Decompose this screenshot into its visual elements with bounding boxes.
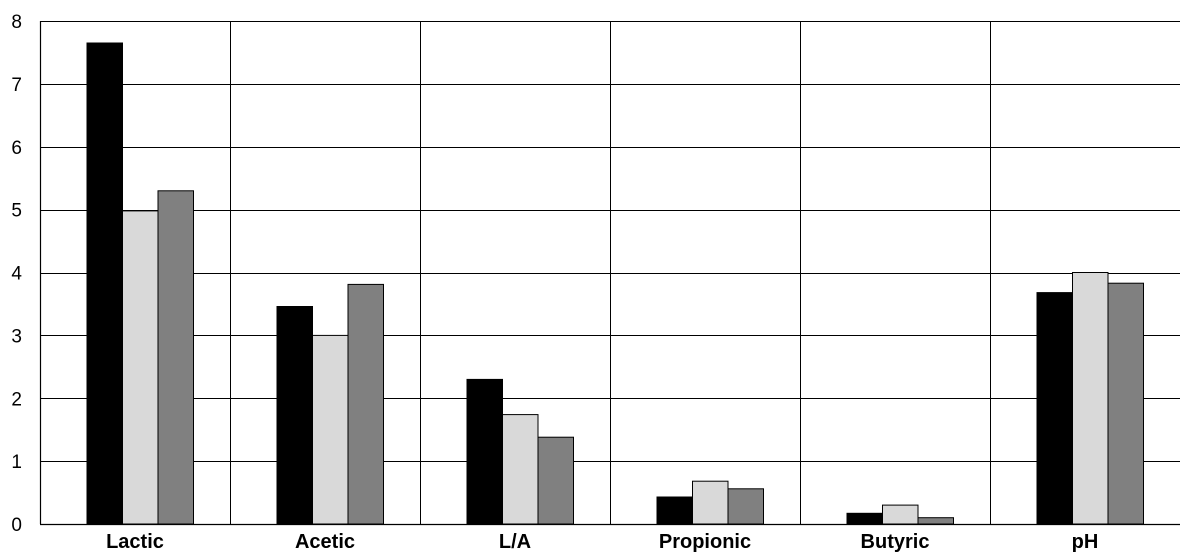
y-tick-label: 2 (11, 389, 22, 410)
x-category-label: L/A (499, 531, 531, 552)
x-category-label: Lactic (106, 531, 164, 552)
x-category-label: Butyric (861, 531, 930, 552)
y-tick-label: 1 (11, 452, 22, 473)
bar (312, 334, 349, 525)
y-tick-label: 6 (11, 138, 22, 159)
y-tick-label: 0 (11, 515, 22, 536)
bar (1107, 282, 1144, 525)
bar (917, 517, 954, 525)
bar (846, 512, 883, 525)
y-tick-label: 3 (11, 326, 22, 347)
bar (537, 436, 574, 525)
bar (502, 414, 539, 525)
bar (122, 210, 159, 525)
bar (656, 496, 693, 525)
bar (157, 190, 194, 525)
bar (86, 42, 123, 525)
bars (86, 42, 1144, 525)
x-axis-category-labels: Lactic Acetic L/A Propionic Butyric pH (106, 531, 1098, 552)
axes (39, 21, 1180, 526)
y-axis-tick-labels: 0 1 2 3 4 5 6 7 8 (11, 12, 22, 536)
x-category-label: Propionic (659, 531, 751, 552)
bar (692, 480, 729, 525)
bar (727, 488, 764, 525)
y-tick-label: 8 (11, 12, 22, 33)
bar (276, 306, 313, 525)
bar (1036, 292, 1073, 525)
x-category-label: pH (1072, 531, 1099, 552)
x-category-label: Acetic (295, 531, 355, 552)
bar (347, 283, 384, 525)
gridlines (40, 21, 1180, 525)
y-tick-label: 4 (11, 264, 22, 285)
bar (1072, 272, 1109, 525)
bar (466, 378, 503, 525)
bar (882, 504, 919, 525)
y-tick-label: 5 (11, 201, 22, 222)
y-tick-label: 7 (11, 75, 22, 96)
